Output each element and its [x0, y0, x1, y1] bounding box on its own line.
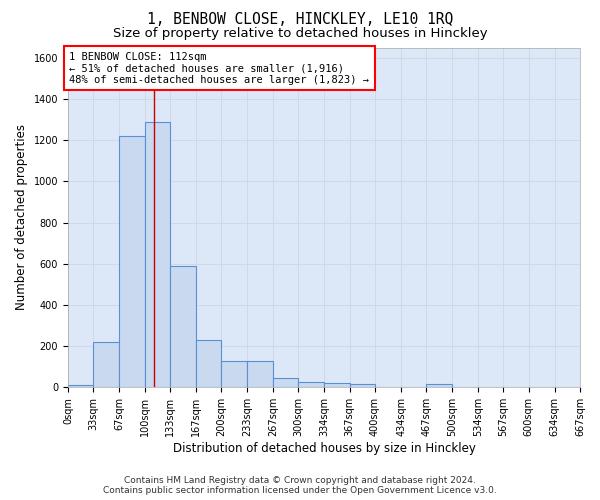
Y-axis label: Number of detached properties: Number of detached properties	[15, 124, 28, 310]
Text: 1 BENBOW CLOSE: 112sqm
← 51% of detached houses are smaller (1,916)
48% of semi-: 1 BENBOW CLOSE: 112sqm ← 51% of detached…	[70, 52, 370, 85]
Bar	[170, 266, 196, 388]
X-axis label: Distribution of detached houses by size in Hinckley: Distribution of detached houses by size …	[173, 442, 475, 455]
Text: Contains HM Land Registry data © Crown copyright and database right 2024.
Contai: Contains HM Land Registry data © Crown c…	[103, 476, 497, 495]
Bar	[221, 360, 247, 388]
Bar	[119, 136, 145, 388]
Bar	[145, 122, 170, 388]
Bar	[325, 383, 350, 388]
Bar	[350, 384, 375, 388]
Text: Size of property relative to detached houses in Hinckley: Size of property relative to detached ho…	[113, 28, 487, 40]
Text: 1, BENBOW CLOSE, HINCKLEY, LE10 1RQ: 1, BENBOW CLOSE, HINCKLEY, LE10 1RQ	[147, 12, 453, 28]
Bar	[427, 384, 452, 388]
Bar	[247, 360, 273, 388]
Bar	[196, 340, 221, 388]
Bar	[298, 382, 325, 388]
Bar	[273, 378, 298, 388]
Bar	[93, 342, 119, 388]
Bar	[68, 386, 93, 388]
